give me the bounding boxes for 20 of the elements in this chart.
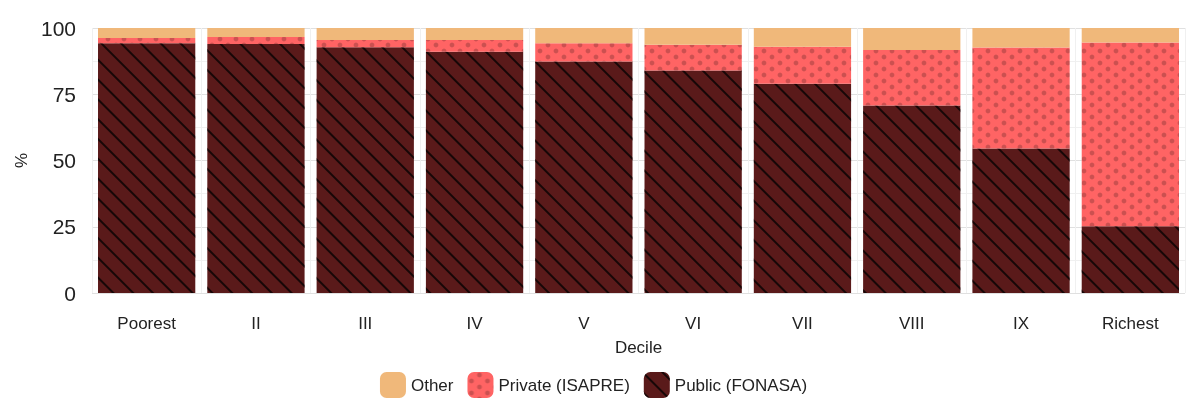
y-axis-title: % xyxy=(12,152,32,169)
x-axis-title: Decile xyxy=(614,338,663,357)
x-tick-label: Poorest xyxy=(117,314,177,333)
y-tick-label: 75 xyxy=(52,82,76,106)
y-tick-label: 0 xyxy=(64,281,76,305)
x-tick-label: II xyxy=(251,314,261,333)
x-tick-label: VIII xyxy=(898,314,925,333)
legend-label: Other xyxy=(410,375,454,395)
x-tick-label: VI xyxy=(685,314,702,333)
x-tick-label: V xyxy=(578,314,591,333)
x-tick-label: III xyxy=(358,314,373,333)
x-tick-label: IX xyxy=(1013,314,1030,333)
legend-label: Public (FONASA) xyxy=(674,375,808,395)
legend-label: Private (ISAPRE) xyxy=(498,375,630,395)
x-tick-label: VII xyxy=(792,314,813,333)
x-tick-label: IV xyxy=(466,314,484,333)
y-tick-label: 100 xyxy=(40,16,76,40)
y-tick-label: 25 xyxy=(52,215,76,239)
x-tick-label: Richest xyxy=(1102,314,1159,333)
y-tick-label: 50 xyxy=(52,149,76,172)
